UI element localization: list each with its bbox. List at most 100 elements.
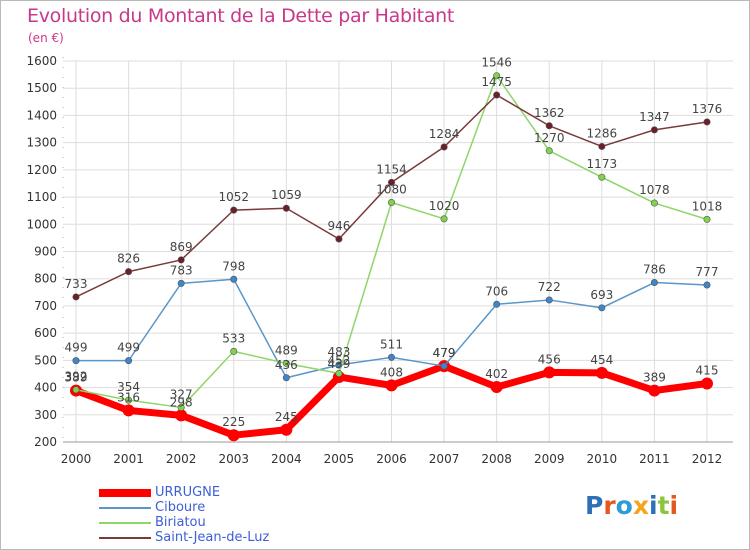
data-label: 869	[170, 240, 193, 254]
data-point	[122, 404, 135, 417]
x-tick-label: 2003	[218, 452, 249, 466]
x-tick-label: 2011	[639, 452, 670, 466]
data-label: 1286	[587, 126, 618, 140]
data-label: 499	[117, 341, 140, 355]
data-point	[125, 357, 133, 365]
data-label: 479	[433, 346, 456, 360]
data-point	[387, 353, 395, 361]
data-point	[177, 279, 185, 287]
y-tick-labels: 200 300 400 500 600 700 800 900 1000 1100 1200 1300…	[26, 54, 57, 449]
data-point	[282, 204, 290, 212]
x-tick-labels: 2000 2001 2002 2003 2004 2005 2006 2007 2008 2009…	[61, 452, 723, 466]
data-label: 783	[170, 263, 193, 277]
data-point	[335, 369, 343, 377]
data-point	[385, 379, 398, 392]
data-label: 798	[222, 259, 245, 273]
y-tick-label: 300	[34, 408, 57, 422]
data-point	[335, 235, 343, 243]
y-tick-label: 400	[34, 381, 57, 395]
legend-label: URRUGNE	[155, 485, 221, 500]
data-label: 454	[590, 353, 613, 367]
data-label: 1052	[218, 190, 249, 204]
x-tick-label: 2000	[61, 452, 92, 466]
data-label: 389	[643, 371, 666, 385]
data-label: 786	[643, 263, 666, 277]
y-tick-label: 1400	[26, 108, 57, 122]
y-tick-label: 500	[34, 353, 57, 367]
x-tick-label: 2002	[166, 452, 197, 466]
data-point	[701, 377, 713, 390]
data-label: 1347	[639, 110, 670, 124]
logo-letter: P	[585, 491, 604, 520]
data-label: 489	[275, 343, 298, 357]
legend-label: Saint-Jean-de-Luz	[155, 530, 270, 545]
data-label: 1270	[534, 131, 565, 145]
data-label: 1059	[271, 188, 302, 202]
x-tick-label: 2008	[481, 452, 512, 466]
data-point	[175, 409, 188, 422]
series-biriatou	[72, 72, 711, 411]
data-label: 408	[380, 365, 403, 379]
data-point	[493, 300, 501, 308]
data-point	[440, 362, 448, 370]
data-label: 1078	[639, 183, 670, 197]
data-label: 439	[327, 357, 350, 371]
unit-label: (en €)	[28, 31, 64, 45]
data-point	[282, 359, 290, 367]
data-point	[703, 118, 711, 126]
data-label: 1475	[481, 75, 512, 89]
data-point	[125, 396, 133, 404]
data-label: 225	[222, 415, 245, 429]
data-point	[230, 275, 238, 283]
x-tick-label: 2012	[692, 452, 723, 466]
y-tick-label: 1500	[26, 81, 57, 95]
data-point	[72, 293, 80, 301]
logo-letter: i	[649, 491, 658, 520]
data-point	[177, 256, 185, 264]
chart-title: Evolution du Montant de la Dette par Hab…	[27, 5, 455, 27]
data-label: 1362	[534, 106, 565, 120]
legend-label: Biriatou	[155, 515, 206, 530]
y-tick-label: 1100	[26, 190, 57, 204]
data-point	[72, 386, 80, 394]
y-tick-label: 1200	[26, 163, 57, 177]
logo-letter: i	[669, 491, 679, 520]
data-point	[493, 72, 501, 80]
data-label: 392	[65, 370, 88, 384]
data-label: 777	[696, 265, 719, 279]
data-label: 1546	[481, 56, 512, 70]
legend-swatch	[99, 522, 151, 524]
data-point	[650, 126, 658, 134]
y-tick-label: 800	[34, 272, 57, 286]
legend-swatch	[99, 537, 151, 539]
data-point	[230, 206, 238, 214]
data-label: 1173	[587, 157, 618, 171]
data-point	[598, 142, 606, 150]
legend-swatch	[99, 507, 151, 509]
data-label: 733	[65, 277, 88, 291]
data-label: 499	[65, 341, 88, 355]
data-label: 1080	[376, 183, 407, 197]
data-label: 479	[433, 346, 456, 360]
data-label: 354	[117, 380, 140, 394]
data-point	[125, 268, 133, 276]
data-point	[493, 91, 501, 99]
y-tick-label: 600	[34, 326, 57, 340]
data-label: 389	[65, 371, 88, 385]
y-tick-label: 900	[34, 245, 57, 259]
data-point	[543, 366, 556, 379]
logo-letter: r	[603, 491, 616, 520]
data-point	[177, 403, 185, 411]
x-tick-label: 2009	[534, 452, 565, 466]
data-label: 456	[538, 352, 561, 366]
series-urrugne	[70, 360, 713, 442]
data-point	[545, 147, 553, 155]
data-point	[280, 423, 293, 436]
data-point	[703, 281, 711, 289]
x-tick-label: 2005	[324, 452, 355, 466]
x-tick-label: 2004	[271, 452, 302, 466]
legend-swatch	[99, 489, 151, 497]
y-tick-label: 1600	[26, 54, 57, 68]
data-point	[387, 178, 395, 186]
